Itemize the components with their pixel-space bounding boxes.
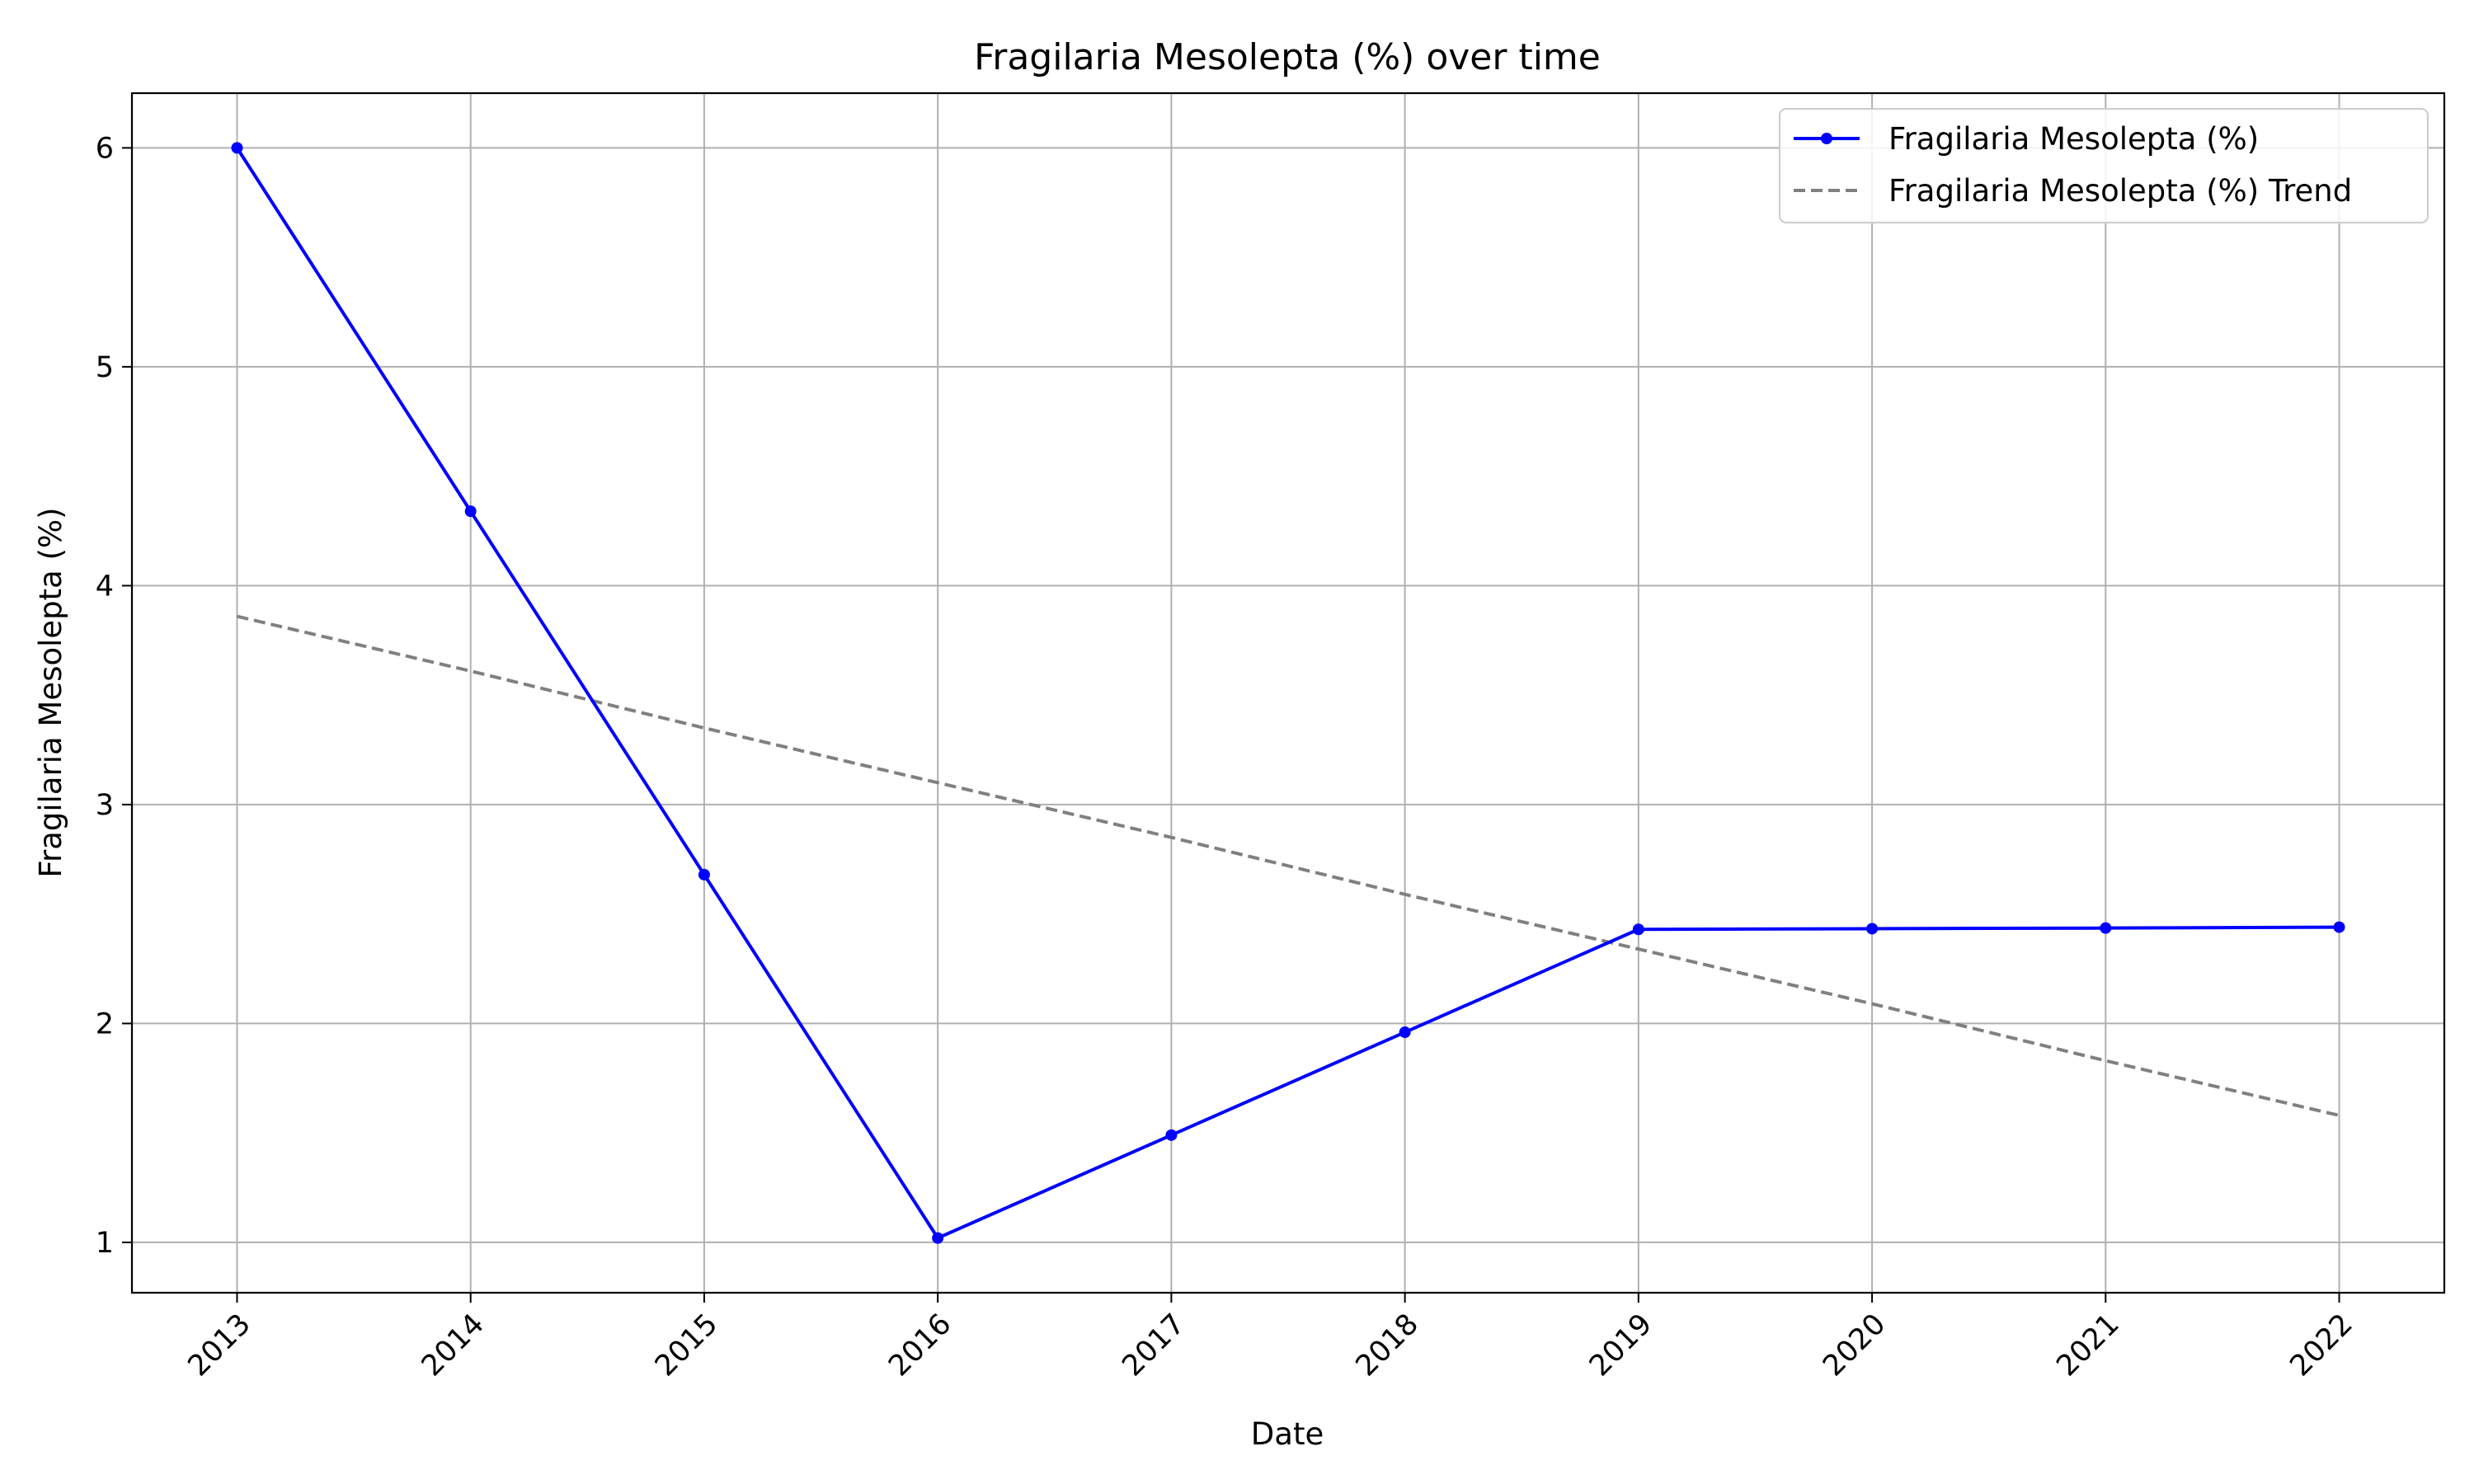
data-point [698,868,710,881]
data-point [1866,923,1879,935]
y-axis-label: Fragilaria Mesolepta (%) [33,507,68,877]
data-point [1399,1026,1411,1039]
y-tick-label: 1 [96,1227,114,1260]
data-point [464,505,477,518]
series-layer [231,142,2345,1244]
legend-label-series: Fragilaria Mesolepta (%) [1888,121,2259,157]
chart-title: Fragilaria Mesolepta (%) over time [974,36,1601,78]
x-axis-label: Date [1251,1416,1324,1452]
data-point [2100,922,2112,934]
y-tick-label: 2 [96,1007,114,1040]
y-tick-label: 6 [96,132,114,165]
data-point [932,1232,944,1244]
plot-frame [130,92,2446,1294]
legend-marker-series [1821,133,1832,144]
series-line-trend [236,614,2340,1117]
y-tick-label: 3 [96,789,114,822]
data-point [2333,921,2345,933]
data-point [231,142,243,154]
legend: Fragilaria Mesolepta (%) Fragilaria Meso… [1779,108,2429,223]
grid [132,93,2444,1293]
data-point [1165,1129,1178,1141]
y-tick-label: 5 [96,351,114,384]
y-tick-label: 4 [96,570,114,603]
series-line-main [235,147,2340,1240]
legend-box [1779,108,2429,223]
data-point [1632,923,1644,936]
legend-label-trend: Fragilaria Mesolepta (%) Trend [1888,173,2352,209]
